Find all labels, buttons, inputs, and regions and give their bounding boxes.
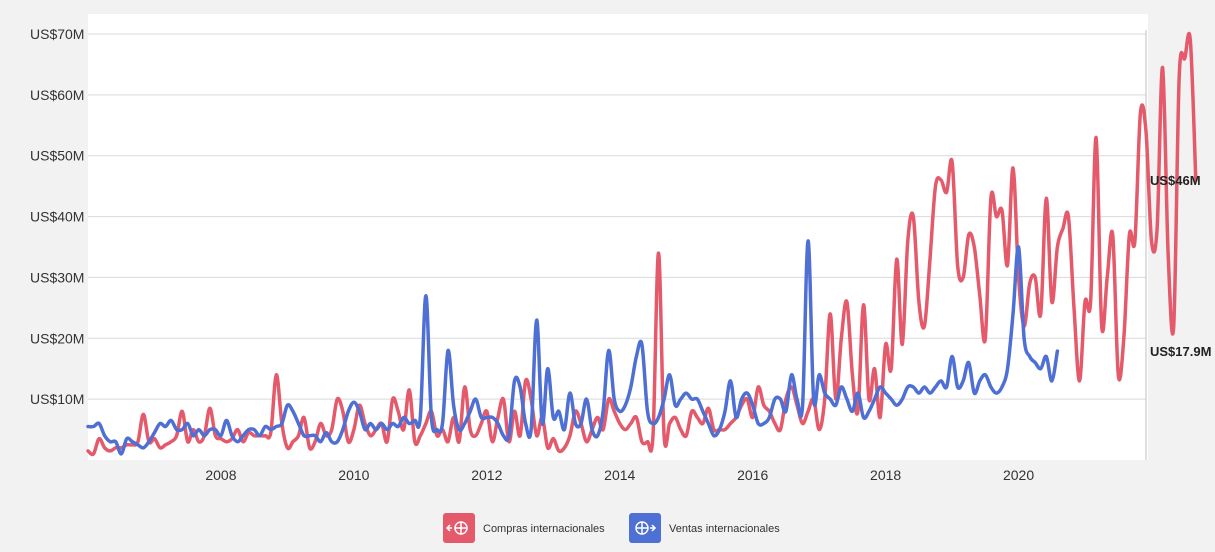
x-axis: 2008 2010 2012 2014 2016 2018 2020	[205, 467, 1034, 483]
legend-item-compras[interactable]: Compras internacionales	[443, 513, 605, 543]
legend: Compras internacionales Ventas internaci…	[443, 513, 780, 543]
series-layer	[86, 31, 1198, 457]
grid	[88, 33, 1146, 400]
globe-arrow-icon	[445, 521, 468, 535]
legend-item-ventas[interactable]: Ventas internacionales	[629, 513, 780, 543]
y-tick-label: US$10M	[30, 391, 84, 407]
y-tick-label: US$50M	[30, 148, 84, 164]
y-tick-label: US$70M	[30, 26, 84, 42]
series-line-compras[interactable]	[86, 31, 1198, 457]
y-axis: US$10M US$20M US$30M US$40M US$50M US$60M US$7…	[30, 26, 84, 407]
x-tick-label: 2010	[338, 467, 369, 483]
x-tick-label: 2016	[737, 467, 768, 483]
series-line-ventas[interactable]	[86, 239, 1060, 456]
x-tick-label: 2014	[604, 467, 635, 483]
end-value-label-ventas: US$17.9M	[1150, 344, 1211, 359]
legend-label-compras: Compras internacionales	[483, 523, 605, 535]
legend-label-ventas: Ventas internacionales	[669, 523, 780, 535]
y-tick-label: US$60M	[30, 87, 84, 103]
end-value-label-compras: US$46M	[1150, 173, 1201, 188]
x-tick-label: 2008	[205, 467, 236, 483]
x-tick-label: 2012	[471, 467, 502, 483]
end-labels: US$46M US$17.9M	[1150, 173, 1211, 359]
y-tick-label: US$30M	[30, 269, 84, 285]
y-tick-label: US$20M	[30, 330, 84, 346]
x-tick-label: 2018	[870, 467, 901, 483]
x-tick-label: 2020	[1003, 467, 1034, 483]
y-tick-label: US$40M	[30, 209, 84, 225]
globe-arrow-icon	[635, 521, 657, 535]
